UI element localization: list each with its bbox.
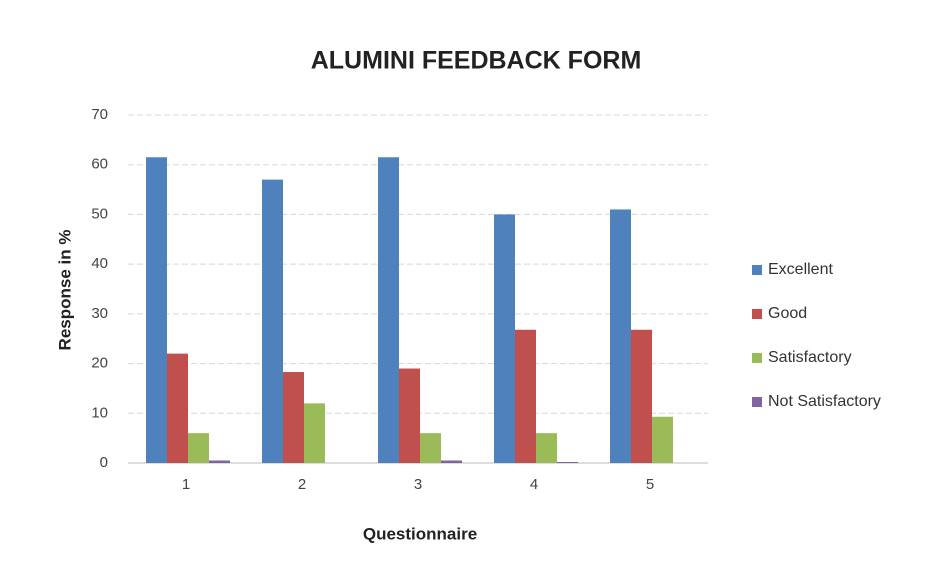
bar: [494, 214, 515, 463]
y-tick-label: 70: [91, 106, 108, 123]
bar: [557, 462, 578, 463]
bar: [262, 179, 283, 463]
bar: [631, 329, 652, 463]
legend-swatch: [752, 353, 762, 363]
legend-swatch: [752, 397, 762, 407]
y-tick-label: 0: [100, 454, 108, 471]
legend-label: Excellent: [768, 261, 833, 278]
bar: [399, 368, 420, 463]
bar: [420, 433, 441, 463]
legend-label: Not Satisfactory: [768, 393, 881, 410]
x-tick-label: 1: [182, 476, 190, 493]
chart-title: ALUMINI FEEDBACK FORM: [311, 47, 642, 75]
y-tick-label: 20: [91, 355, 108, 372]
legend-label: Satisfactory: [768, 349, 852, 366]
x-tick-label: 3: [414, 476, 422, 493]
y-tick-label: 10: [91, 404, 108, 421]
bar: [652, 416, 673, 463]
bar: [167, 353, 188, 463]
bar: [146, 157, 167, 463]
bar: [188, 433, 209, 463]
y-axis-label: Response in %: [55, 230, 74, 351]
y-tick-label: 50: [91, 205, 108, 222]
bar: [378, 157, 399, 463]
legend-label: Good: [768, 305, 807, 322]
y-tick-label: 40: [91, 255, 108, 272]
x-tick-label: 4: [530, 476, 538, 493]
bar: [536, 433, 557, 463]
legend-swatch: [752, 265, 762, 275]
x-axis-label: Questionnaire: [363, 524, 477, 543]
y-tick-label: 60: [91, 156, 108, 173]
bar: [515, 329, 536, 463]
x-tick-label: 5: [646, 476, 654, 493]
y-tick-label: 30: [91, 305, 108, 322]
bar: [209, 460, 230, 463]
bar: [610, 209, 631, 463]
bar: [441, 460, 462, 463]
bar: [304, 403, 325, 463]
legend-swatch: [752, 309, 762, 319]
x-tick-label: 2: [298, 476, 306, 493]
bar: [283, 372, 304, 463]
